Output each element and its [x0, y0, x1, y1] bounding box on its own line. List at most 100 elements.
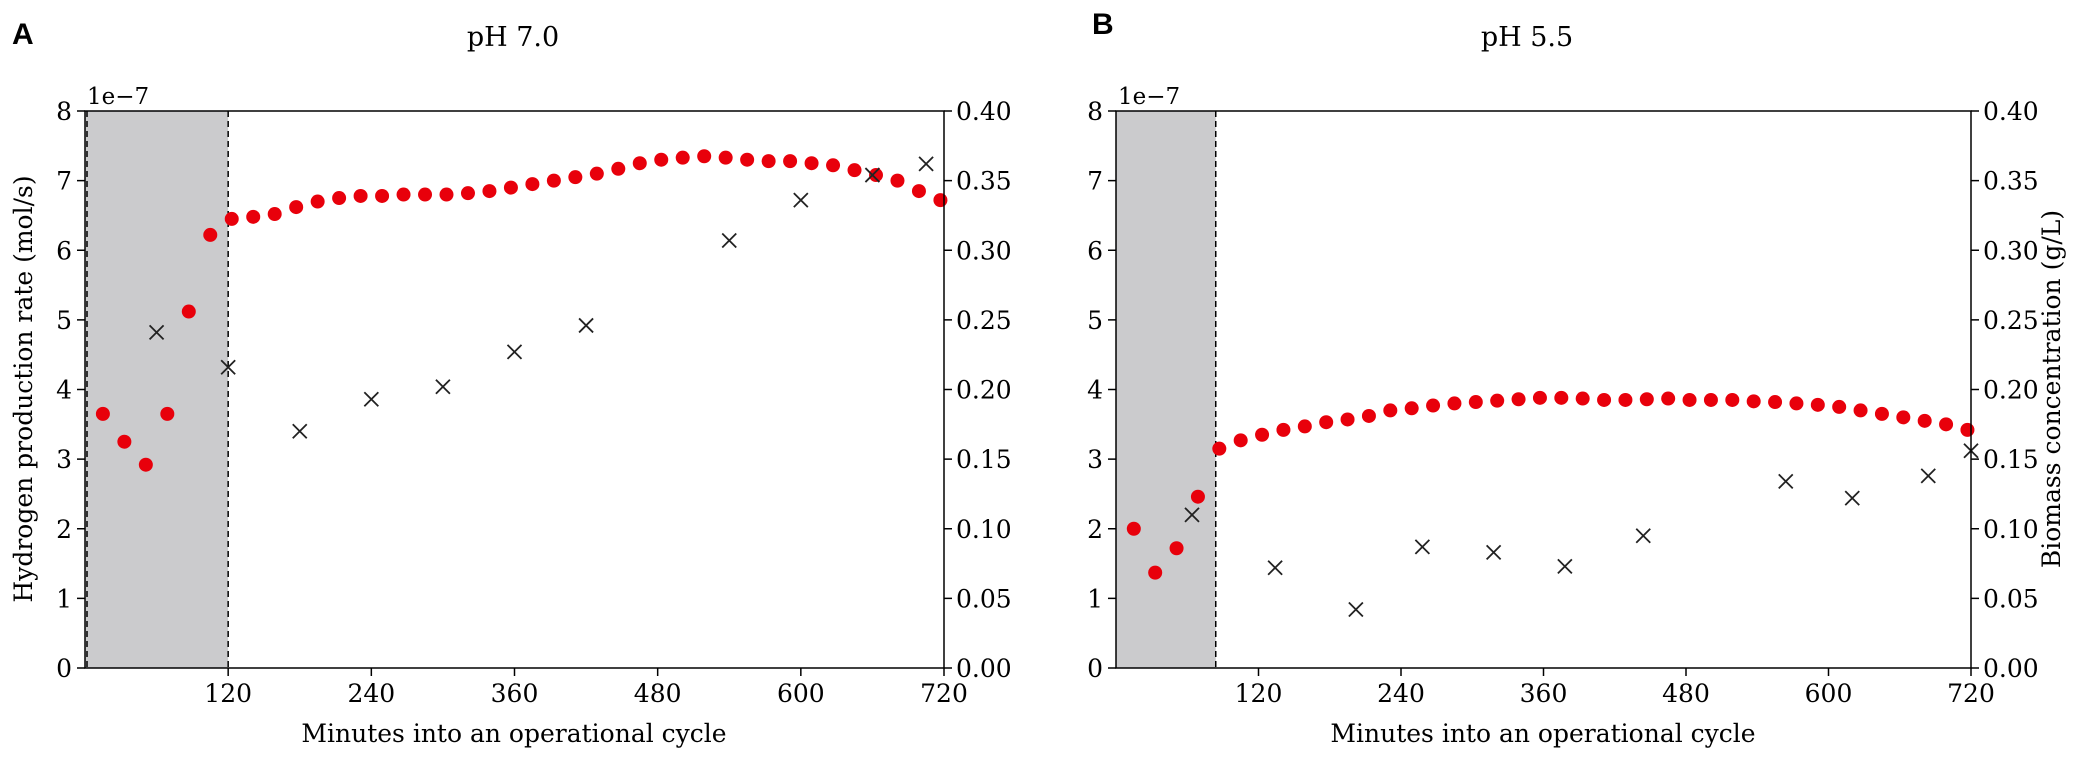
- panel-a-hydrogen-point: [160, 406, 175, 421]
- panel-a-hydrogen-point: [353, 188, 368, 203]
- panel-a-hydrogen-point: [375, 188, 390, 203]
- panel-a-hydrogen-point: [246, 209, 261, 224]
- panel-a-biomass-point: [793, 192, 809, 208]
- panel-b-hydrogen-point: [1276, 422, 1291, 437]
- panel-a-hydrogen-point: [117, 434, 132, 449]
- panel-a-right-y-tick-label: 0.05: [956, 584, 1012, 613]
- panel-b-hydrogen-point: [1789, 396, 1804, 411]
- panel-a-left-y-tick-label: 2: [56, 515, 72, 544]
- panel-b-plot-frame: [1115, 110, 1972, 669]
- panel-a-hydrogen-point: [203, 227, 218, 242]
- panel-a-hydrogen-point: [95, 406, 110, 421]
- panel-b-hydrogen-point: [1939, 417, 1954, 432]
- panel-b-left-y-tick-label: 2: [1087, 515, 1103, 544]
- panel-a-hydrogen-point: [482, 184, 497, 199]
- panel-a-biomass-point: [918, 156, 934, 172]
- panel-a-hydrogen-point: [804, 156, 819, 171]
- panel-a-hydrogen-point: [740, 152, 755, 167]
- panel-a-hydrogen-point: [439, 187, 454, 202]
- panel-a-hydrogen-point: [546, 173, 561, 188]
- panel-b-x-axis-label: Minutes into an operational cycle: [1330, 719, 1755, 748]
- panel-b-hydrogen-point: [1426, 398, 1441, 413]
- panel-b-right-y-tick-label: 0.20: [1983, 376, 2039, 405]
- panel-b-biomass-point: [1348, 601, 1364, 618]
- panel-a-hydrogen-point: [267, 207, 282, 222]
- panel-a-hydrogen-point: [611, 161, 626, 176]
- panel-a-x-tick-label: 600: [777, 679, 825, 708]
- panel-b-left-y-ticks: 0 1 2 3 4 5 6 7 8: [1087, 97, 1116, 683]
- panel-a-hydrogen-point: [761, 154, 776, 169]
- panel-b-y-axis-label: Biomass concentration (g/L): [2037, 210, 2066, 568]
- panel-b-biomass-point: [1778, 473, 1794, 490]
- panel-b-left-y-tick-label: 6: [1087, 236, 1103, 265]
- panel-b-hydrogen-point: [1639, 392, 1654, 407]
- panel-a-right-y-tick-label: 0.40: [956, 97, 1012, 126]
- panel-a-right-y-tick-label: 0.25: [956, 306, 1012, 335]
- panel-a-hydrogen-point: [568, 170, 583, 185]
- panel-b-hydrogen-point: [1169, 541, 1184, 556]
- panel-b-right-y-tick-label: 0.25: [1983, 306, 2039, 335]
- panel-a-left-y-ticks: 0 1 2 3 4 5 6 7 8: [56, 97, 85, 683]
- panel-b-hydrogen-point: [1404, 401, 1419, 416]
- panel-a-hydrogen-point: [847, 163, 862, 178]
- panel-a-hydrogen-point: [783, 154, 798, 169]
- panel-b-biomass-point: [1414, 539, 1431, 555]
- panel-b-hydrogen-point: [1682, 392, 1697, 407]
- panel-a-y-scale-label: 1e−7: [87, 84, 149, 110]
- panel-a-right-y-tick-label: 0.30: [956, 236, 1012, 265]
- panel-a-left-y-tick-label: 6: [56, 236, 72, 265]
- panel-b-hydrogen-point: [1490, 393, 1505, 408]
- panel-a-title: pH 7.0: [467, 22, 559, 53]
- panel-a-hydrogen-point: [589, 166, 604, 181]
- panel-a-x-ticks: 120 240 360 480 600 720: [204, 668, 968, 708]
- panel-b-shaded-region: [1116, 111, 1216, 668]
- panel-b-biomass-point: [1844, 490, 1860, 506]
- panel-b-hydrogen-point: [1618, 392, 1633, 407]
- panel-b-biomass-point: [1635, 528, 1651, 544]
- panel-a-x-axis-label: Minutes into an operational cycle: [301, 719, 726, 748]
- panel-b-hydrogen-point: [1319, 415, 1334, 430]
- panel-a-biomass-point: [721, 232, 737, 249]
- panel-b-hydrogen-point: [1468, 395, 1483, 410]
- panel-b-y-scale-label: 1e−7: [1118, 84, 1180, 110]
- panel-b-right-y-tick-label: 0.05: [1983, 584, 2039, 613]
- panel-a-hydrogen-point: [933, 193, 948, 208]
- panel-a-hydrogen-point: [310, 194, 325, 209]
- panel-b-left-y-tick-label: 1: [1087, 584, 1103, 613]
- panel-b-title: pH 5.5: [1481, 22, 1573, 53]
- panel-b-hydrogen-point: [1148, 565, 1163, 580]
- panel-a-hydrogen-point: [332, 191, 347, 206]
- panel-b-hydrogen-point: [1832, 399, 1847, 414]
- panel-a-biomass-point: [363, 391, 379, 407]
- panel-a-right-y-tick-label: 0.35: [956, 167, 1012, 196]
- panel-a-hydrogen-point: [675, 150, 690, 165]
- panel-a-hydrogen-point: [525, 177, 540, 192]
- panel-b-label: B: [1092, 8, 1114, 41]
- panel-a-label: A: [12, 18, 34, 51]
- panel-b-biomass-point: [1920, 468, 1936, 484]
- panel-a-hydrogen-point: [654, 152, 669, 167]
- panel-b-hydrogen-point: [1575, 391, 1590, 406]
- panel-a-left-y-tick-label: 8: [56, 97, 72, 126]
- panel-a-hydrogen-point: [181, 304, 196, 319]
- panel-a-x-tick-label: 360: [491, 679, 539, 708]
- panel-a-biomass-point: [292, 423, 308, 439]
- panel-b-left-y-tick-label: 3: [1087, 445, 1103, 474]
- panel-b-right-y-tick-label: 0.30: [1983, 236, 2039, 265]
- panel-a-x-tick-label: 720: [920, 679, 968, 708]
- panel-a-left-y-tick-label: 7: [56, 167, 72, 196]
- panel-a-hydrogen-point: [697, 149, 712, 164]
- panel-a-hydrogen-point: [418, 187, 433, 202]
- panel-a-hydrogen-point: [138, 457, 153, 472]
- panel-a-marks: [95, 149, 948, 472]
- panel-b-right-y-tick-label: 0.40: [1983, 97, 2039, 126]
- panel-b-left-y-tick-label: 0: [1087, 654, 1103, 683]
- panel-b-hydrogen-point: [1233, 433, 1248, 448]
- panel-a-right-y-ticks: 0.00 0.05 0.10 0.15 0.20 0.25 0.30 0.35 0.40: [944, 97, 1012, 683]
- panel-b-x-tick-label: 480: [1662, 679, 1710, 708]
- panel-b-hydrogen-point: [1340, 412, 1355, 427]
- panel-b-x-tick-label: 720: [1947, 679, 1995, 708]
- panel-a-hydrogen-point: [911, 184, 926, 199]
